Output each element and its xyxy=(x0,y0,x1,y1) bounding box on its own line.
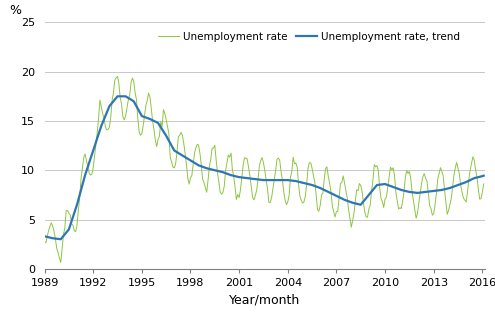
Unemployment rate, trend xyxy=(481,174,487,178)
X-axis label: Year/month: Year/month xyxy=(229,293,300,306)
Text: %: % xyxy=(9,4,21,18)
Unemployment rate xyxy=(114,75,120,78)
Unemployment rate xyxy=(117,96,123,100)
Unemployment rate, trend xyxy=(259,178,265,182)
Unemployment rate xyxy=(58,260,64,264)
Unemployment rate, trend xyxy=(373,185,379,188)
Unemployment rate, trend xyxy=(114,94,120,98)
Unemployment rate xyxy=(73,230,79,234)
Unemployment rate xyxy=(325,175,331,179)
Line: Unemployment rate: Unemployment rate xyxy=(45,76,484,262)
Unemployment rate, trend xyxy=(73,207,79,211)
Unemployment rate xyxy=(481,182,487,186)
Unemployment rate xyxy=(259,156,265,159)
Unemployment rate, trend xyxy=(42,234,48,238)
Line: Unemployment rate, trend: Unemployment rate, trend xyxy=(45,96,484,239)
Unemployment rate, trend xyxy=(117,94,123,98)
Unemployment rate xyxy=(42,240,48,244)
Unemployment rate xyxy=(367,204,373,207)
Unemployment rate, trend xyxy=(58,237,64,241)
Unemployment rate xyxy=(373,165,379,169)
Unemployment rate, trend xyxy=(325,190,331,194)
Unemployment rate, trend xyxy=(367,191,373,195)
Legend: Unemployment rate, Unemployment rate, trend: Unemployment rate, Unemployment rate, tr… xyxy=(154,28,464,46)
